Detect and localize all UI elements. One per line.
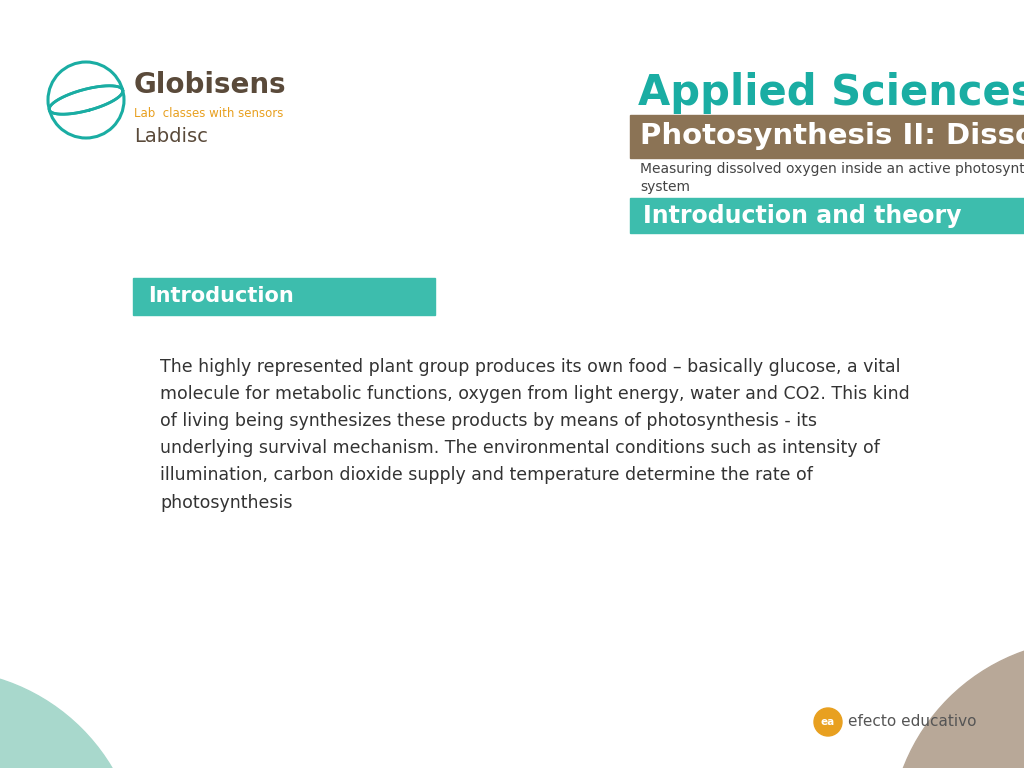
Text: Measuring dissolved oxygen inside an active photosynthetic
system: Measuring dissolved oxygen inside an act…: [640, 162, 1024, 194]
Circle shape: [890, 640, 1024, 768]
Text: Applied Sciences: Applied Sciences: [638, 72, 1024, 114]
Circle shape: [814, 708, 842, 736]
Text: ea: ea: [821, 717, 836, 727]
Bar: [630, 198, 1024, 233]
Bar: [630, 115, 1024, 158]
Bar: [133, 278, 435, 315]
Text: Introduction and theory: Introduction and theory: [643, 204, 962, 227]
Circle shape: [0, 670, 140, 768]
Text: Introduction: Introduction: [148, 286, 294, 306]
Text: Photosynthesis II: Dissolved O₂: Photosynthesis II: Dissolved O₂: [640, 123, 1024, 151]
Text: Lab  classes with sensors: Lab classes with sensors: [134, 107, 284, 120]
Text: Labdisc: Labdisc: [134, 127, 208, 146]
Text: efecto educativo: efecto educativo: [848, 714, 977, 730]
Text: Globisens: Globisens: [134, 71, 287, 99]
Text: The highly represented plant group produces its own food – basically glucose, a : The highly represented plant group produ…: [160, 358, 909, 511]
